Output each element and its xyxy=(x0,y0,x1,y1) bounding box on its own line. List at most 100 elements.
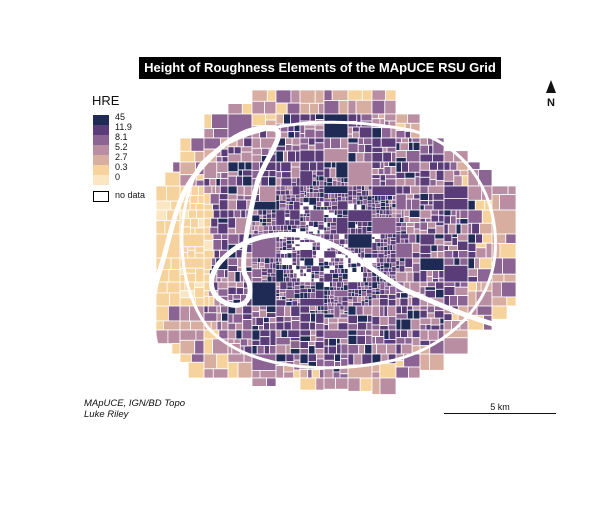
rsu-cell xyxy=(347,334,358,345)
rsu-cell xyxy=(395,171,406,180)
rsu-cell xyxy=(275,261,280,266)
rsu-cell xyxy=(347,302,354,307)
legend-item: 2.7 xyxy=(93,152,213,165)
rsu-cell xyxy=(323,317,329,325)
rsu-cell xyxy=(413,193,421,200)
rsu-cell xyxy=(380,137,397,148)
rsu-cell xyxy=(194,297,205,307)
rsu-cell xyxy=(356,189,362,193)
rsu-cell xyxy=(291,300,298,307)
rsu-cell xyxy=(314,124,325,131)
rsu-cell xyxy=(419,353,430,371)
rsu-cell xyxy=(263,322,270,331)
rsu-cell xyxy=(334,209,338,216)
rsu-cell xyxy=(327,305,335,310)
rsu-cell xyxy=(155,329,169,345)
rsu-cell xyxy=(330,161,337,169)
rsu-cell xyxy=(352,190,358,197)
rsu-cell xyxy=(227,161,239,173)
rsu-cell xyxy=(309,188,314,193)
rsu-cell xyxy=(323,209,329,216)
rsu-cell xyxy=(293,289,301,294)
rsu-cell xyxy=(227,199,237,211)
rsu-cell xyxy=(167,305,181,322)
rsu-cell xyxy=(367,189,373,197)
rsu-cell xyxy=(379,363,397,379)
rsu-cell xyxy=(316,180,320,187)
rsu-cell xyxy=(333,305,341,319)
rsu-cell xyxy=(428,144,434,155)
rsu-cell xyxy=(279,289,287,293)
rsu-cell xyxy=(219,185,229,195)
rsu-cell xyxy=(408,217,421,223)
rsu-cell xyxy=(320,305,325,311)
rsu-cell xyxy=(339,238,346,245)
rsu-cell xyxy=(323,261,329,267)
rsu-cell xyxy=(404,238,410,244)
rsu-cell xyxy=(467,290,477,307)
rsu-cell xyxy=(376,262,381,267)
rsu-cell xyxy=(296,277,301,283)
rsu-cell xyxy=(311,278,315,283)
legend-item: 45 xyxy=(93,112,213,125)
rsu-cell xyxy=(239,338,249,347)
rsu-cell xyxy=(381,127,392,139)
rsu-cell xyxy=(275,329,282,338)
rsu-cell xyxy=(355,221,358,225)
legend-item: 11.9 xyxy=(93,122,213,135)
rsu-cell xyxy=(340,353,349,360)
rsu-cell xyxy=(203,217,212,228)
rsu-cell xyxy=(367,221,373,227)
rsu-cell xyxy=(312,180,317,187)
rsu-cell xyxy=(347,257,352,264)
rsu-cell xyxy=(443,264,469,283)
rsu-cell xyxy=(414,171,421,178)
rsu-cell xyxy=(328,322,339,331)
rsu-cell xyxy=(265,305,277,314)
rsu-cell xyxy=(247,338,253,347)
rsu-cell xyxy=(329,233,334,241)
rsu-cell xyxy=(328,257,331,263)
rsu-cell xyxy=(336,343,342,355)
rsu-cell xyxy=(482,233,493,244)
rsu-cell xyxy=(317,310,322,314)
rsu-cell xyxy=(443,241,453,247)
rsu-cell xyxy=(334,193,338,199)
rsu-cell xyxy=(432,192,445,201)
rsu-cell xyxy=(216,172,222,179)
rsu-cell xyxy=(412,305,421,311)
rsu-cell xyxy=(216,161,229,173)
rsu-cell xyxy=(395,360,405,368)
rsu-cell xyxy=(314,341,325,349)
rsu-cell xyxy=(280,329,289,338)
rsu-cell xyxy=(323,230,331,235)
rsu-cell xyxy=(392,233,397,238)
rsu-cell xyxy=(379,377,397,395)
rsu-cell xyxy=(262,209,267,216)
rsu-cell xyxy=(294,281,301,286)
rsu-cell xyxy=(323,167,331,179)
rsu-cell xyxy=(232,313,244,324)
rsu-cell xyxy=(399,297,409,307)
rsu-cell xyxy=(401,137,409,144)
rsu-cell xyxy=(196,209,205,219)
rsu-cell xyxy=(347,296,354,301)
rsu-cell xyxy=(289,336,301,342)
rsu-cell xyxy=(212,209,221,219)
rsu-cell xyxy=(419,217,426,223)
rsu-cell xyxy=(361,89,373,101)
rsu-cell xyxy=(275,209,286,226)
rsu-cell xyxy=(371,177,381,187)
rsu-cell xyxy=(395,137,402,144)
rsu-cell xyxy=(379,289,386,295)
rsu-cell xyxy=(315,312,325,324)
rsu-cell xyxy=(169,292,181,307)
rsu-cell xyxy=(299,221,307,226)
rsu-cell xyxy=(213,128,229,139)
rsu-cell xyxy=(235,322,244,331)
rsu-cell xyxy=(415,233,421,244)
rsu-cell xyxy=(299,249,313,259)
rsu-cell xyxy=(257,257,261,263)
rsu-cell xyxy=(337,200,349,211)
rsu-cell xyxy=(227,209,235,219)
